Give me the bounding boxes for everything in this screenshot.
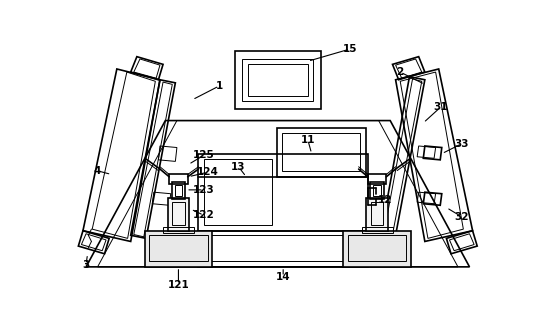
Text: 4: 4	[93, 166, 100, 176]
Bar	[348, 235, 406, 261]
Bar	[282, 133, 360, 171]
Text: 14: 14	[276, 272, 291, 282]
Bar	[368, 174, 386, 184]
Text: 31: 31	[433, 103, 448, 113]
Bar	[198, 154, 368, 231]
Bar	[198, 231, 368, 267]
Bar	[370, 182, 384, 199]
Bar	[242, 59, 313, 101]
Text: 124: 124	[197, 167, 218, 177]
Bar	[373, 185, 381, 196]
Bar	[145, 231, 212, 267]
Text: 125: 125	[193, 150, 215, 160]
Text: 32: 32	[455, 212, 469, 222]
Text: 11: 11	[301, 135, 315, 145]
Bar	[175, 185, 182, 196]
Text: 2: 2	[397, 67, 404, 77]
Bar	[204, 159, 272, 225]
Bar	[172, 202, 185, 225]
Text: 3: 3	[82, 260, 89, 269]
Bar	[163, 227, 194, 233]
Bar	[366, 198, 388, 231]
Bar	[149, 235, 208, 261]
Text: 12: 12	[378, 195, 392, 205]
Bar	[277, 128, 365, 177]
Bar	[171, 182, 185, 199]
Text: 121: 121	[167, 280, 189, 290]
Bar	[371, 202, 383, 225]
Text: 122: 122	[193, 210, 215, 220]
Bar	[343, 231, 411, 267]
Bar	[235, 51, 321, 109]
Text: 123: 123	[193, 185, 215, 195]
Text: 13: 13	[231, 162, 246, 172]
Bar	[204, 235, 363, 261]
Bar	[248, 64, 308, 96]
Bar	[362, 227, 392, 233]
Text: 33: 33	[455, 139, 469, 149]
Text: 15: 15	[343, 44, 357, 54]
Text: 1: 1	[216, 81, 223, 91]
Bar	[169, 174, 188, 184]
Bar	[167, 198, 189, 231]
